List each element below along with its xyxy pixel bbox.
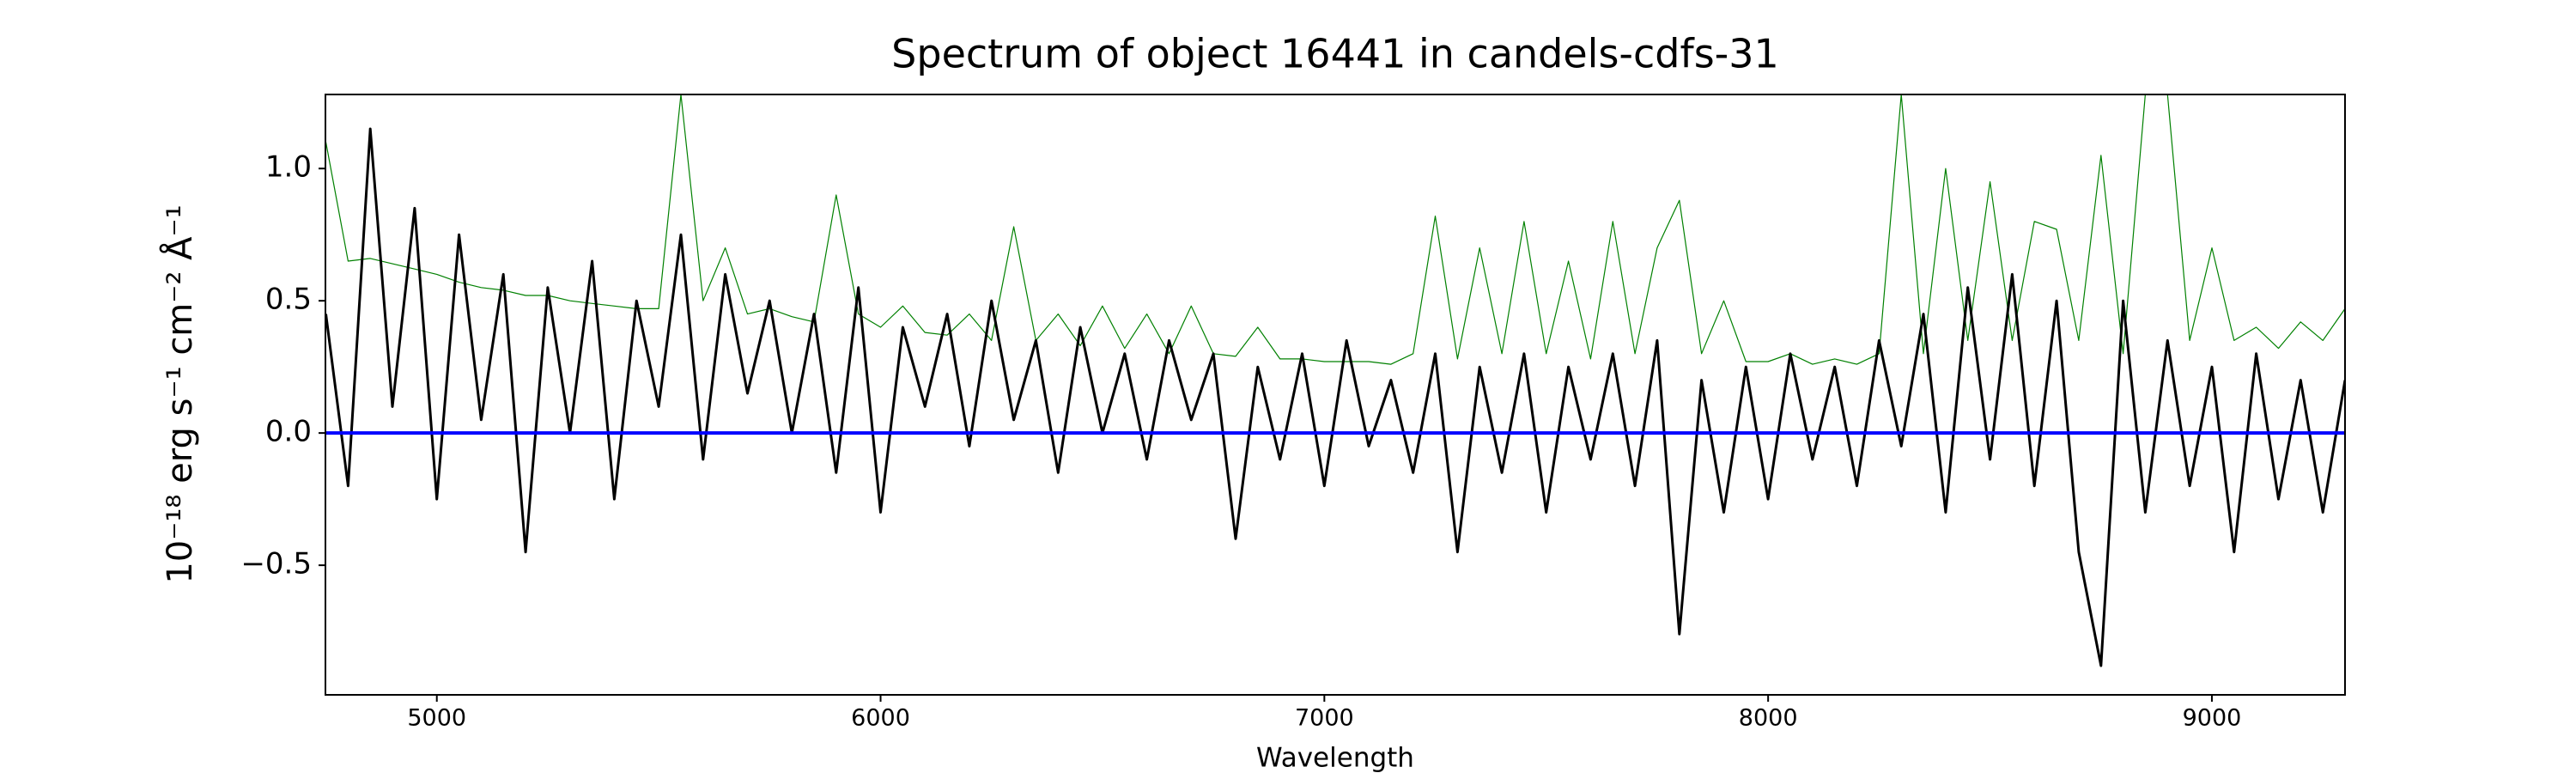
axes-frame xyxy=(325,94,2346,696)
y-tick-label: 0.0 xyxy=(265,415,312,449)
x-tick-label: 9000 xyxy=(2183,705,2242,732)
spectrum-line xyxy=(325,127,2345,667)
y-tick-label: 0.5 xyxy=(265,283,312,317)
x-tick-label: 7000 xyxy=(1295,705,1354,732)
x-axis-label: Wavelength xyxy=(1256,743,1414,773)
plot-area xyxy=(325,94,2345,667)
y-tick-label: 1.0 xyxy=(265,150,312,185)
x-tick-label: 8000 xyxy=(1739,705,1798,732)
y-axis-label: 10⁻¹⁸ erg s⁻¹ cm⁻² Å⁻¹ xyxy=(159,204,200,583)
chart-title: Spectrum of object 16441 in candels-cdfs… xyxy=(891,31,1779,77)
x-tick-label: 5000 xyxy=(407,705,466,732)
x-tick-label: 6000 xyxy=(851,705,910,732)
y-tick-label: −0.5 xyxy=(240,547,312,581)
spectrum-line xyxy=(325,94,2345,365)
